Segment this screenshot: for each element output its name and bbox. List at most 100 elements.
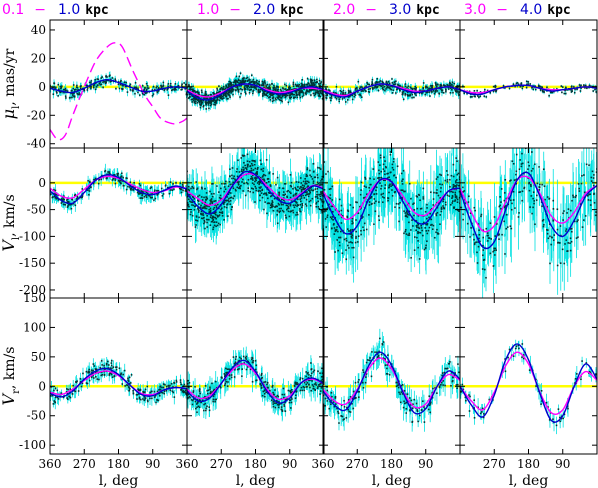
data-point [98,178,100,181]
data-point [100,83,103,86]
data-point [228,200,230,203]
data-point [141,193,144,195]
data-point [86,189,89,191]
data-point [215,102,217,104]
data-point [314,89,317,91]
data-point [222,94,225,97]
data-point [151,94,154,97]
data-point [162,84,165,87]
data-point [156,91,159,94]
data-point [302,186,305,189]
data-point [72,87,75,90]
data-point [404,85,407,88]
data-point [195,91,198,93]
data-point [354,87,357,90]
data-point [521,85,523,87]
data-point [249,79,251,81]
data-point [140,197,143,199]
data-point [494,86,497,88]
data-point [185,190,187,193]
data-point [64,203,67,206]
data-point [110,78,112,81]
data-point [205,95,208,98]
data-point [76,197,79,199]
data-point [156,90,158,92]
data-point [342,89,345,92]
data-point [294,96,296,99]
data-point [255,82,258,84]
data-point [319,95,322,98]
data-point [421,92,423,95]
data-point [288,94,291,97]
data-point [306,90,309,93]
data-point [543,91,545,94]
data-point [304,181,307,183]
data-point [111,77,114,79]
data-point [252,82,255,84]
data-point [152,93,155,95]
data-point [274,89,277,92]
data-point [444,84,446,87]
data-point [430,87,432,90]
data-point [228,86,230,89]
data-point [224,88,226,91]
data-point [371,78,374,81]
range-unit: kpc [416,3,439,18]
data-point [240,84,243,87]
data-point [214,213,217,216]
data-point [126,91,129,93]
data-point [312,180,315,183]
data-point [377,89,380,92]
data-point [218,99,221,102]
data-point [294,188,297,190]
data-point [207,104,210,106]
data-point [346,99,349,101]
data-point [522,85,525,87]
data-point [92,86,95,89]
data-point [65,97,67,99]
data-point [229,96,231,99]
data-point [318,83,320,85]
data-point [281,100,283,103]
data-point [223,92,225,95]
data-point [426,86,429,89]
data-point [104,170,106,173]
data-point [325,94,327,97]
data-point [272,205,274,208]
data-point [142,191,144,193]
data-point [81,196,83,199]
data-point [63,195,65,197]
data-point [431,91,433,93]
data-point [237,91,240,93]
data-point [229,84,232,86]
data-point [413,96,415,99]
data-point [237,78,240,81]
data-point [185,92,187,94]
data-point [311,197,314,200]
data-point [486,89,489,92]
data-point [253,86,256,88]
data-point [578,84,581,86]
data-point [264,94,266,96]
data-point [280,90,283,92]
data-point [138,94,141,96]
data-point [218,85,220,87]
data-point [244,80,246,83]
data-point [278,193,281,195]
data-point [109,74,111,77]
panel-frame [49,147,188,299]
data-point [280,99,283,102]
data-point [205,102,208,105]
data-point [438,92,440,94]
data-point [193,99,195,102]
data-point [166,87,169,90]
range-unit: kpc [85,3,108,18]
data-point [109,80,112,83]
data-point [432,90,435,92]
data-point [462,85,464,88]
range-dash: − [365,2,377,18]
data-point [494,85,497,88]
data-point [474,95,476,98]
data-point [446,84,449,86]
data-point [57,83,60,86]
